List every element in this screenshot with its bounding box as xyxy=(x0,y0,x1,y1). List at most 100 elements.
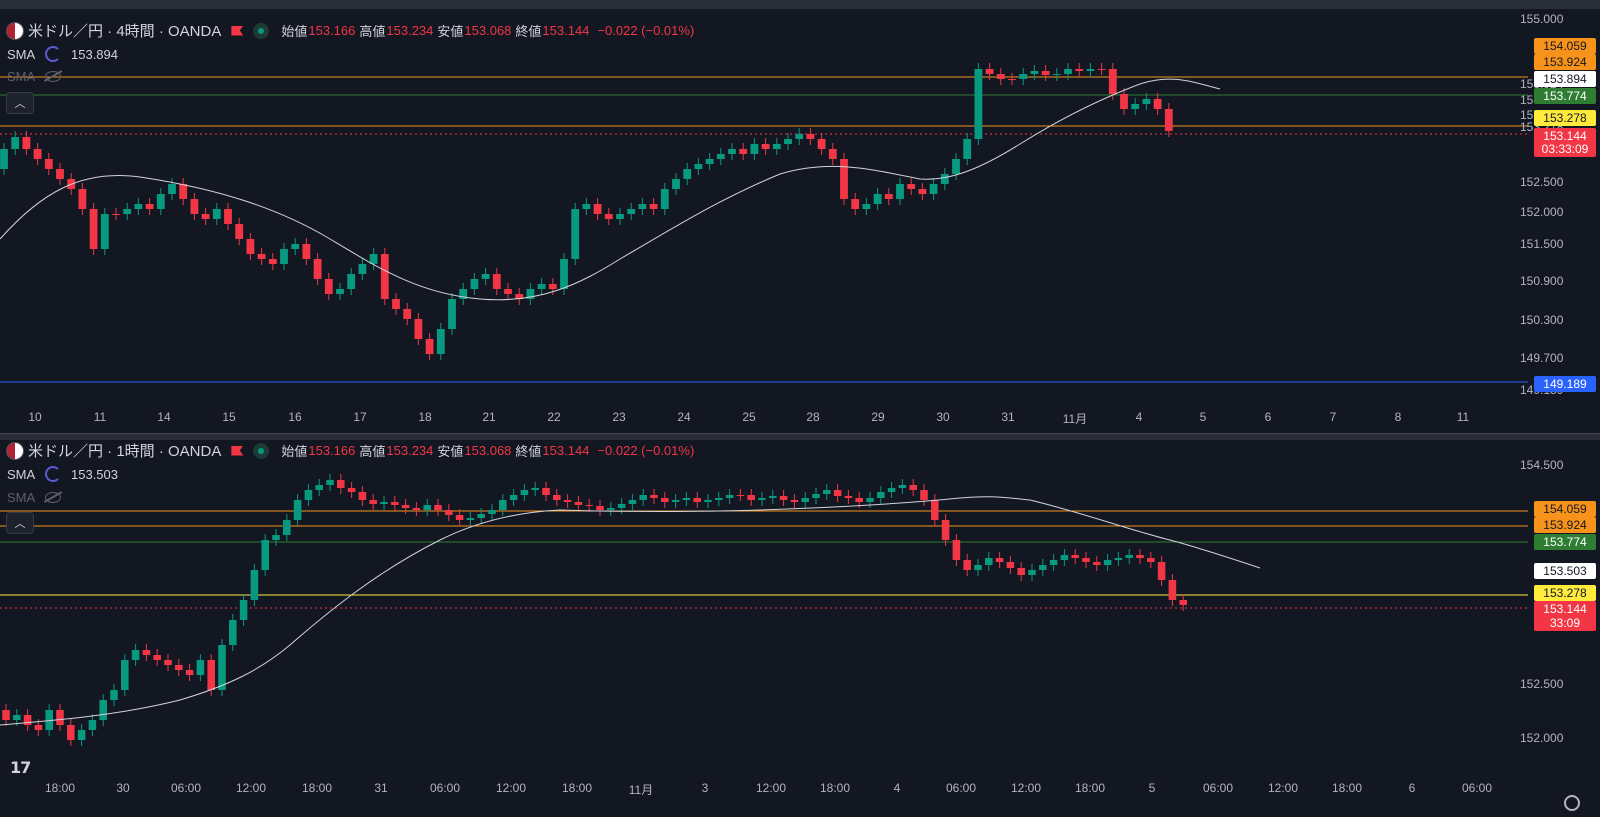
candle-1h-candle xyxy=(1017,568,1025,575)
candle-4h-candle xyxy=(705,159,714,164)
candle-1h-candle xyxy=(985,558,993,565)
candle-4h-candle xyxy=(134,204,143,209)
candle-4h-candle xyxy=(683,169,692,179)
candle-4h-candle xyxy=(526,289,535,299)
candle-1h-candle xyxy=(1168,580,1177,600)
candle-4h-candle xyxy=(828,149,837,159)
candle-1h-candle xyxy=(45,710,53,730)
price-axis-label: 152.500 xyxy=(1520,175,1564,189)
candle-4h-candle xyxy=(1064,69,1072,74)
candle-1h-candle xyxy=(866,498,874,502)
candle-1h-candle xyxy=(153,655,161,660)
price-tag: 153.144 xyxy=(1534,128,1596,144)
time-axis-label: 3 xyxy=(701,781,709,795)
candle-1h-candle xyxy=(920,490,928,500)
time-axis-label: 10 xyxy=(28,410,42,424)
time-axis-label: 23 xyxy=(612,410,626,424)
price-tag: 153.278 xyxy=(1534,110,1596,126)
time-axis-label: 21 xyxy=(482,410,496,424)
time-axis-label: 8 xyxy=(1394,410,1402,424)
low-value: 153.068 xyxy=(464,443,512,458)
candle-1h-candle xyxy=(682,498,691,500)
chart-pane-1h[interactable]: 米ドル／円 · 1時間 · OANDA 始値 153.166 高値 153.234 … xyxy=(0,440,1600,817)
candle-4h-candle xyxy=(313,259,322,279)
sma-indicator-2[interactable]: SMA xyxy=(7,490,61,505)
low-label: 安値 xyxy=(437,444,464,459)
sma-line xyxy=(0,78,1221,301)
price-tag: 153.503 xyxy=(1534,563,1596,579)
price-axis-label: 150.900 xyxy=(1520,274,1564,288)
sma-indicator-1[interactable]: SMA 153.894 xyxy=(7,46,118,62)
candle-1h-candle xyxy=(142,650,151,655)
candle-1h-candle xyxy=(974,565,982,570)
candle-4h-candle xyxy=(123,209,132,214)
candle-1h-candle xyxy=(509,495,518,500)
gear-icon[interactable] xyxy=(1564,795,1580,811)
sma-indicator-2[interactable]: SMA xyxy=(7,69,61,84)
candle-1h-candle xyxy=(1006,562,1015,568)
time-axis-label: 4 xyxy=(893,781,901,795)
flag-marker-icon[interactable] xyxy=(231,25,244,36)
candle-1h-candle xyxy=(229,620,237,645)
candle-1h-candle xyxy=(898,485,907,488)
chart-pane-4h[interactable]: 米ドル／円 · 4時間 · OANDA 始値 153.166 高値 153.234 … xyxy=(0,9,1600,433)
candlestick-chart-4h[interactable] xyxy=(0,9,1600,433)
candle-1h-candle xyxy=(650,495,658,498)
collapse-legend-button[interactable]: ︿ xyxy=(6,92,34,114)
candle-1h-candle xyxy=(542,488,550,495)
time-axis-label: 18:00 xyxy=(1074,781,1106,795)
candle-4h-candle xyxy=(985,69,994,74)
time-axis-label: 12:00 xyxy=(1267,781,1299,795)
candle-4h-candle xyxy=(728,149,736,154)
time-axis-label: 11 xyxy=(93,410,107,424)
candle-1h-candle xyxy=(693,498,701,502)
top-toolbar-strip xyxy=(0,0,1600,9)
candle-1h-candle xyxy=(931,500,939,520)
candle-4h-candle xyxy=(851,199,860,209)
time-axis-label: 29 xyxy=(871,410,885,424)
price-tag: 153.144 xyxy=(1534,601,1596,617)
candle-1h-candle xyxy=(499,500,507,510)
candle-1h-candle xyxy=(704,500,712,502)
candle-4h-candle xyxy=(504,289,512,294)
candle-4h-candle xyxy=(100,214,109,249)
candle-1h-candle xyxy=(671,500,680,502)
market-status-icon xyxy=(253,442,270,459)
candle-1h-candle xyxy=(877,492,885,498)
time-axis-label: 14 xyxy=(157,410,171,424)
sma-indicator-1[interactable]: SMA 153.503 xyxy=(7,466,118,482)
candle-1h-candle xyxy=(1179,600,1187,605)
candlestick-chart-1h[interactable] xyxy=(0,440,1600,817)
eye-hidden-icon[interactable] xyxy=(45,71,61,82)
candle-4h-candle xyxy=(1086,69,1095,71)
chevron-up-icon: ︿ xyxy=(14,98,26,110)
price-axis-label: 152.000 xyxy=(1520,731,1564,745)
candle-1h-candle xyxy=(304,490,313,500)
candle-1h-candle xyxy=(941,520,950,540)
candle-1h-candle xyxy=(844,496,853,498)
time-axis-label: 7 xyxy=(1329,410,1337,424)
candle-1h-candle xyxy=(401,505,410,508)
candle-4h-candle xyxy=(246,239,255,254)
candle-4h-candle xyxy=(11,137,20,149)
candle-4h-candle xyxy=(156,194,165,209)
candle-4h-candle xyxy=(672,179,680,189)
time-axis-label: 11月 xyxy=(1062,412,1088,426)
candle-1h-candle xyxy=(596,506,604,510)
symbol-title[interactable]: 米ドル／円 · 4時間 · OANDA xyxy=(28,23,222,40)
pane-separator[interactable] xyxy=(0,433,1600,441)
candle-4h-candle xyxy=(268,259,277,264)
time-axis-label: 11月 xyxy=(628,783,654,797)
candle-1h-candle xyxy=(790,500,799,502)
high-value: 153.234 xyxy=(386,443,434,458)
sma-value: 153.503 xyxy=(71,466,118,482)
candle-1h-candle xyxy=(347,488,356,492)
collapse-legend-button[interactable]: ︿ xyxy=(6,512,34,534)
symbol-title[interactable]: 米ドル／円 · 1時間 · OANDA xyxy=(28,443,222,460)
flag-marker-icon[interactable] xyxy=(231,445,244,456)
tradingview-logo[interactable]: 17 xyxy=(10,758,31,777)
time-axis-label: 06:00 xyxy=(945,781,977,795)
candle-4h-candle xyxy=(459,289,468,299)
eye-hidden-icon[interactable] xyxy=(45,492,61,503)
price-axis-label: 150.300 xyxy=(1520,313,1564,327)
